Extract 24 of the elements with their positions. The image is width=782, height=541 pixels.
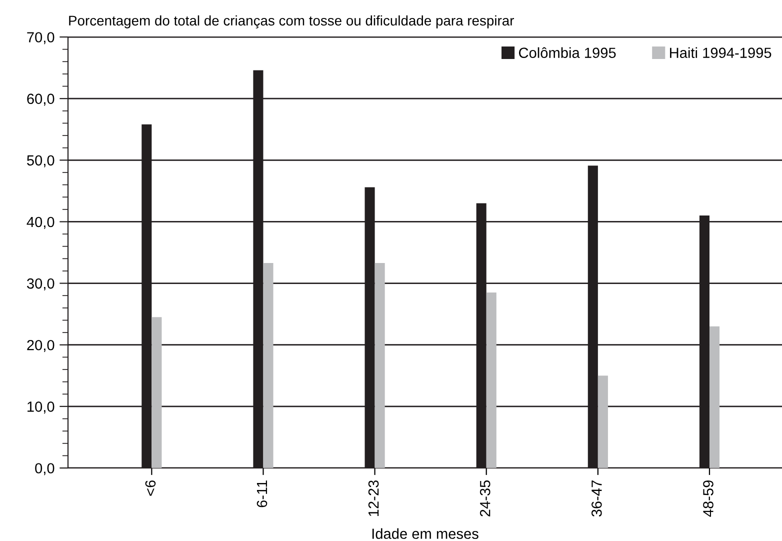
x-tick-label: 48-59 (703, 480, 714, 517)
y-tick-label: 40,0 (26, 216, 54, 229)
bar (263, 262, 274, 468)
y-tick-label: 50,0 (27, 155, 54, 168)
legend-label: Colômbia 1995 (518, 47, 616, 58)
x-tick-label: 24-35 (480, 480, 490, 516)
bar (486, 292, 496, 468)
y-tick-label: 20,0 (27, 340, 54, 352)
y-tick-label: 10,0 (28, 402, 54, 414)
y-tick-label: 30,0 (26, 278, 54, 290)
x-tick-label: 36-47 (592, 480, 602, 517)
x-tick-label: <6 (145, 480, 156, 496)
y-tick-label: 70,0 (27, 32, 54, 44)
bar (152, 317, 162, 468)
bar (374, 262, 385, 468)
y-tick-label: 60,0 (27, 94, 54, 106)
bar (598, 376, 608, 468)
x-tick-label: 6-11 (256, 480, 268, 508)
x-tick-label: 12-23 (368, 480, 379, 516)
y-tick-label: 0,0 (35, 463, 54, 476)
legend-label: Haiti 1994-1995 (670, 47, 772, 58)
x-axis-title: Idade em meses (372, 528, 478, 539)
y-axis-title: Porcentagem do total de crianças com tosse ou dificuldade para respirar (69, 15, 514, 28)
bar (709, 326, 720, 468)
